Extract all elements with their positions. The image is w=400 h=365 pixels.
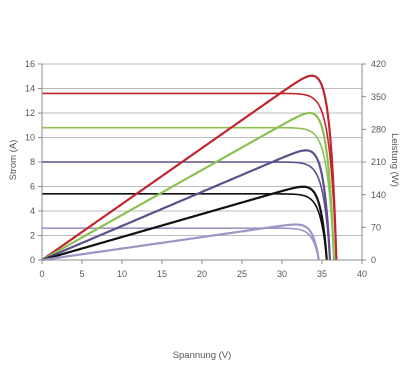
power-curve-5	[41, 223, 320, 262]
y-axis-label-right: Leistung (W)	[389, 133, 400, 187]
y-tick-label: 14	[25, 84, 35, 94]
power-curves	[41, 74, 338, 262]
y-right-tick-label: 210	[371, 157, 386, 167]
tick-labels: 0 5 10 15 20 25 30 35 40 0 2 4 6 8 10 12 14 16 0 70 140 210 28…	[25, 59, 386, 279]
y-right-tick-label: 140	[371, 190, 386, 200]
power-curve-2	[41, 111, 336, 261]
y-right-tick-label: 350	[371, 92, 386, 102]
x-tick-label: 35	[317, 269, 327, 279]
x-tick-label: 40	[357, 269, 367, 279]
x-tick-label: 0	[39, 269, 44, 279]
gridlines	[42, 63, 362, 236]
y-tick-label: 2	[30, 231, 35, 241]
iv-curve-4	[42, 193, 328, 261]
y-tick-label: 10	[25, 133, 35, 143]
iv-curve-1	[42, 92, 338, 261]
power-curve-4	[41, 185, 328, 262]
x-tick-label: 15	[157, 269, 167, 279]
x-tick-label: 25	[237, 269, 247, 279]
y-tick-label: 6	[30, 182, 35, 192]
y-tick-label: 4	[30, 206, 35, 216]
x-tick-label: 10	[117, 269, 127, 279]
y-tick-label: 8	[30, 157, 35, 167]
y-right-tick-label: 280	[371, 125, 386, 135]
x-tick-label: 5	[79, 269, 84, 279]
x-tick-label: 30	[277, 269, 287, 279]
power-curve-1	[41, 74, 338, 261]
iv-curve-2	[42, 126, 335, 261]
axes	[38, 63, 366, 264]
current-curves	[42, 92, 338, 261]
y-tick-label: 16	[25, 59, 35, 69]
y-axis-label-left: Strom (A)	[8, 140, 19, 181]
x-tick-label: 20	[197, 269, 207, 279]
y-right-tick-label: 420	[371, 59, 386, 69]
y-right-tick-label: 70	[371, 223, 381, 233]
y-tick-label: 12	[25, 108, 35, 118]
y-tick-label: 0	[30, 255, 35, 265]
y-right-tick-label: 0	[371, 255, 376, 265]
iv-curve-5	[42, 227, 320, 261]
x-axis-label: Spannung (V)	[173, 350, 232, 361]
iv-curve-3	[42, 161, 331, 261]
power-curve-3	[41, 149, 332, 262]
